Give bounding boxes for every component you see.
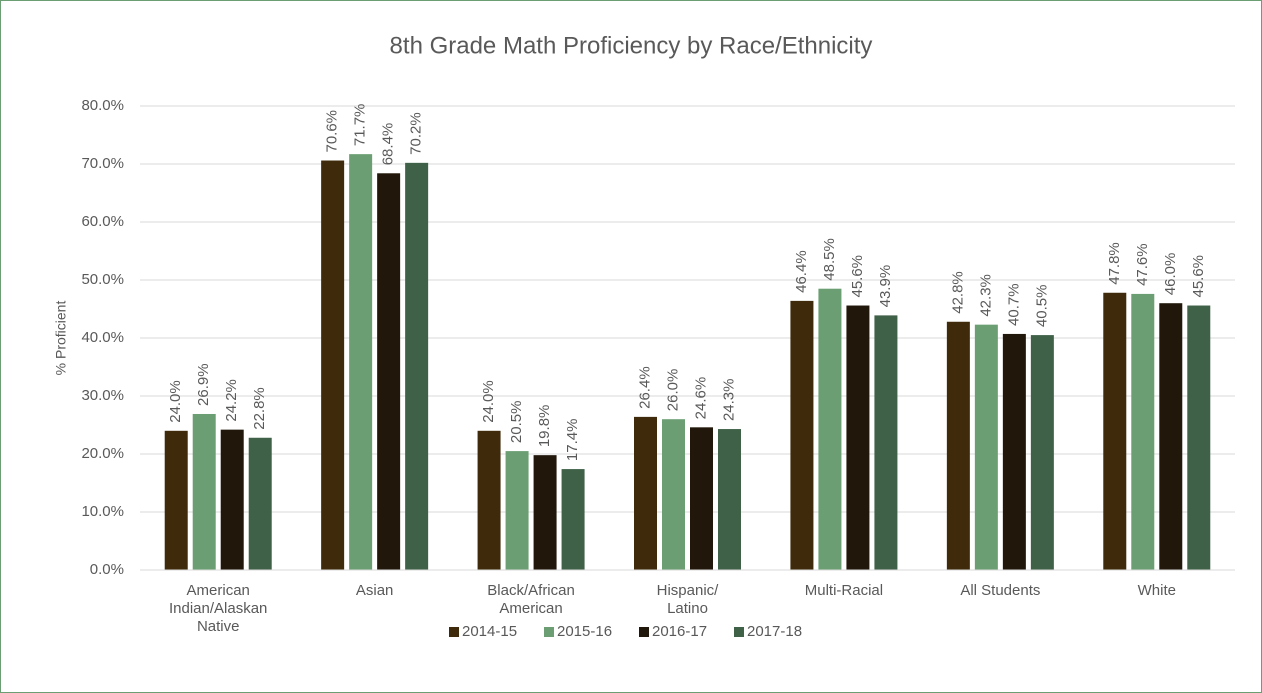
bar	[505, 451, 529, 570]
x-tick-label: Asian	[356, 582, 394, 599]
y-tick-label: 50.0%	[81, 271, 124, 288]
bar	[220, 429, 244, 570]
y-tick-label: 80.0%	[81, 97, 124, 114]
data-label: 24.6%	[692, 377, 709, 420]
data-label: 48.5%	[821, 238, 838, 281]
y-tick-label: 40.0%	[81, 329, 124, 346]
legend-swatch	[734, 627, 744, 637]
data-label: 20.5%	[508, 401, 525, 444]
bar	[1002, 333, 1026, 570]
bar	[790, 300, 814, 570]
data-label: 70.6%	[324, 110, 341, 153]
legend-swatch	[544, 627, 554, 637]
data-label: 26.4%	[636, 366, 653, 409]
data-label: 26.9%	[195, 363, 212, 406]
y-tick-label: 60.0%	[81, 213, 124, 230]
bar	[164, 430, 188, 570]
data-label: 45.6%	[1190, 255, 1207, 298]
bar	[690, 427, 713, 570]
bar	[192, 413, 216, 570]
data-label: 68.4%	[380, 123, 397, 166]
bar	[477, 430, 501, 570]
legend-label: 2016-17	[652, 623, 707, 640]
data-label: 24.0%	[167, 380, 184, 423]
data-label: 46.0%	[1162, 253, 1179, 296]
data-label: 45.6%	[849, 255, 866, 298]
y-axis-label: % Proficient	[53, 301, 69, 376]
x-tick-label: Hispanic/Latino	[657, 582, 720, 617]
data-label: 24.2%	[223, 379, 240, 422]
bar	[321, 160, 345, 570]
data-label: 47.6%	[1134, 243, 1151, 286]
y-tick-label: 30.0%	[81, 387, 124, 404]
data-label: 26.0%	[664, 369, 681, 412]
x-tick-label: All Students	[960, 582, 1040, 599]
bar	[846, 305, 870, 570]
data-label: 43.9%	[877, 265, 894, 308]
x-tick-label: Multi-Racial	[805, 582, 883, 599]
bar	[818, 288, 842, 570]
data-label: 70.2%	[408, 112, 425, 155]
bar	[874, 315, 898, 570]
bar	[974, 324, 998, 570]
data-label: 24.0%	[480, 380, 497, 423]
data-label: 46.4%	[793, 250, 810, 293]
legend-swatch	[449, 627, 459, 637]
bar	[1159, 303, 1183, 570]
x-tick-label: Black/African American	[487, 582, 575, 617]
bar	[1131, 293, 1155, 570]
legend-swatch	[639, 627, 649, 637]
data-label: 71.7%	[352, 104, 369, 147]
y-tick-label: 0.0%	[90, 561, 124, 578]
bar	[349, 154, 373, 570]
data-label: 17.4%	[564, 419, 581, 462]
data-label: 42.3%	[977, 274, 994, 317]
y-tick-label: 70.0%	[81, 155, 124, 172]
bar	[634, 416, 657, 570]
bar	[561, 469, 585, 570]
data-label: 22.8%	[251, 387, 268, 430]
chart-title: 8th Grade Math Proficiency by Race/Ethni…	[390, 32, 873, 59]
bar	[662, 419, 685, 570]
data-label: 40.5%	[1033, 285, 1050, 328]
data-label: 19.8%	[536, 405, 553, 448]
y-tick-label: 20.0%	[81, 445, 124, 462]
bar	[1103, 292, 1127, 570]
bar	[377, 173, 401, 570]
x-tick-label: American Indian/Alaskan Native	[169, 582, 267, 635]
legend-label: 2014-15	[462, 623, 517, 640]
bar	[533, 455, 557, 570]
legend-label: 2017-18	[747, 623, 802, 640]
bar	[1187, 305, 1211, 570]
bar	[405, 162, 429, 570]
bar	[946, 321, 970, 570]
data-label: 24.3%	[720, 379, 737, 422]
data-label: 42.8%	[949, 271, 966, 314]
data-label: 47.8%	[1106, 242, 1123, 285]
bar	[248, 437, 272, 570]
legend-label: 2015-16	[557, 623, 612, 640]
x-tick-label: White	[1138, 582, 1176, 599]
y-tick-label: 10.0%	[81, 503, 124, 520]
bar	[1030, 335, 1054, 570]
data-label: 40.7%	[1005, 283, 1022, 326]
bar	[718, 429, 741, 570]
